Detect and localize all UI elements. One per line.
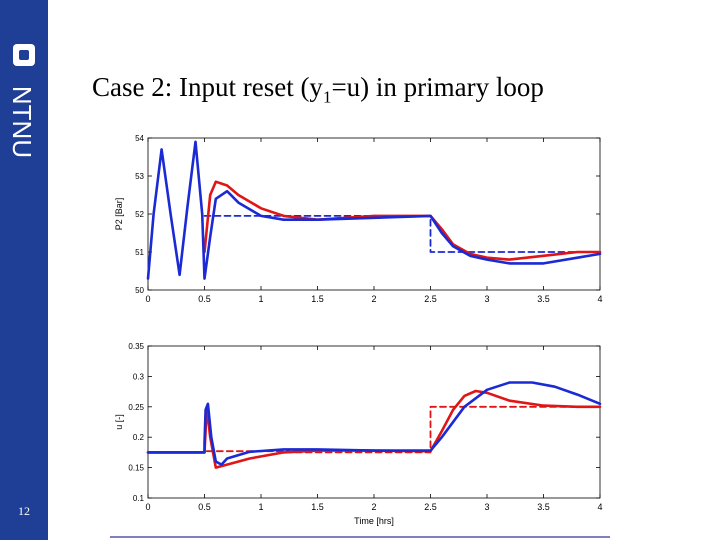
x-tick-label: 0.5 — [198, 502, 211, 512]
x-tick-label: 2 — [371, 502, 376, 512]
y-tick-label: 53 — [135, 172, 144, 181]
y-tick-label: 52 — [135, 210, 144, 219]
x-tick-label: 2 — [371, 294, 376, 304]
x-tick-label: 1.5 — [311, 294, 324, 304]
x-tick-label: 2.5 — [424, 294, 437, 304]
x-tick-label: 3 — [484, 294, 489, 304]
title-pre: Case 2: Input reset (y — [92, 72, 323, 102]
x-tick-label: 0.5 — [198, 294, 211, 304]
series-line-blue-response — [146, 140, 602, 280]
plot-area — [147, 345, 601, 499]
bottom-divider — [110, 536, 610, 538]
logo-wordmark: NTNU — [7, 86, 37, 158]
x-tick-label: 3.5 — [537, 294, 550, 304]
x-tick-label: 3 — [484, 502, 489, 512]
x-tick-label: 2.5 — [424, 502, 437, 512]
chart-panel-1: 0 0.5 1 1.5 2 2.5 3 3.5 4 50 51 52 53 54 P2 [Bar] — [114, 134, 603, 304]
page-number: 12 — [18, 504, 30, 518]
title-post: =u) in primary loop — [331, 72, 544, 102]
plot-area — [147, 137, 601, 291]
logo-square-icon — [13, 44, 35, 66]
chart-figure: 0 0.5 1 1.5 2 2.5 3 3.5 4 50 51 52 53 54 P2 [Bar] 0 0.5 1… — [114, 134, 603, 526]
x-tick-label: 3.5 — [537, 502, 550, 512]
y-axis-label: u [-] — [114, 414, 124, 430]
y-tick-label: 50 — [135, 286, 144, 295]
y-tick-label: 0.1 — [133, 494, 145, 503]
slide-title: Case 2: Input reset (y1=u) in primary lo… — [92, 72, 544, 107]
x-tick-label: 0 — [145, 294, 150, 304]
y-tick-label: 0.15 — [128, 464, 144, 473]
y-tick-label: 0.25 — [128, 403, 144, 412]
x-tick-label: 1.5 — [311, 502, 324, 512]
ntnu-logo: NTNU — [7, 44, 37, 158]
series-line-setpoint — [203, 215, 601, 253]
x-tick-label: 4 — [597, 502, 602, 512]
x-tick-label: 4 — [597, 294, 602, 304]
y-tick-label: 51 — [135, 248, 144, 257]
y-tick-label: 54 — [135, 134, 144, 143]
y-tick-label: 0.2 — [133, 433, 145, 442]
title-subscript: 1 — [322, 87, 332, 107]
series-line-blue-response — [146, 381, 602, 466]
x-axis-label: Time [hrs] — [354, 516, 394, 526]
y-tick-label: 0.35 — [128, 342, 144, 351]
x-tick-label: 1 — [258, 294, 263, 304]
sidebar: NTNU 12 — [0, 0, 48, 540]
y-axis-label: P2 [Bar] — [114, 198, 124, 231]
x-tick-label: 0 — [145, 502, 150, 512]
y-tick-label: 0.3 — [133, 372, 145, 381]
x-tick-label: 1 — [258, 502, 263, 512]
chart-panel-2: 0 0.5 1 1.5 2 2.5 3 3.5 4 0.1 0.15 0.2 0.25 0.3 0.35 u … — [114, 342, 603, 526]
